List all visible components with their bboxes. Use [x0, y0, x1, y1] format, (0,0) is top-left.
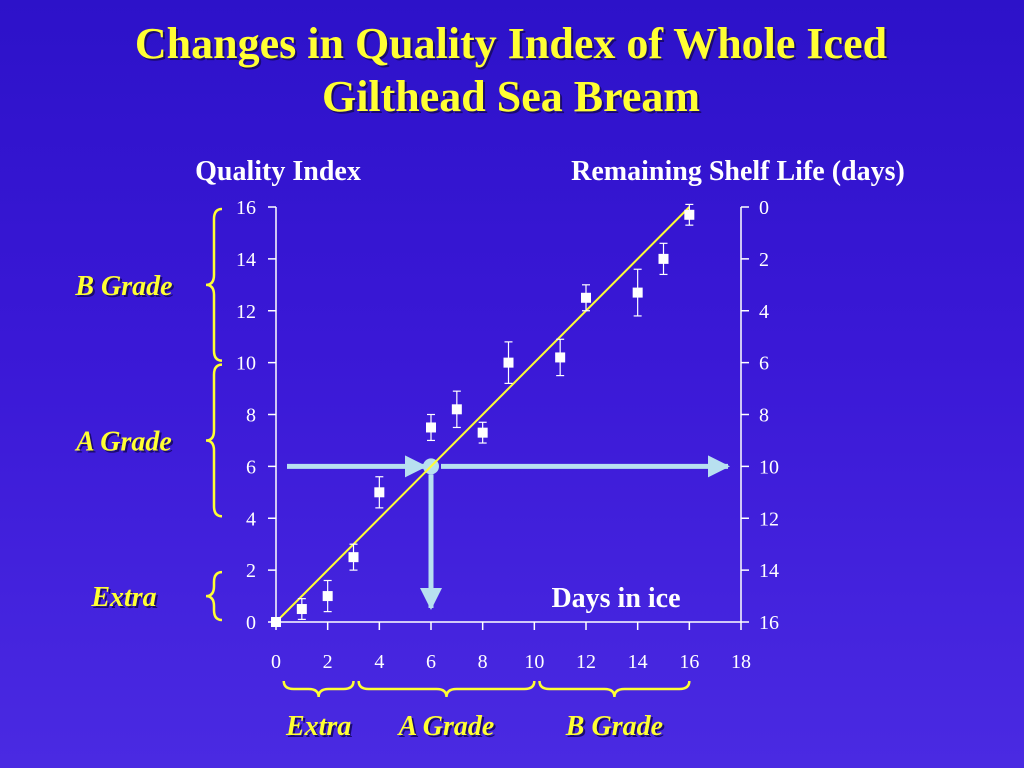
left-y-tick-label: 14 [236, 249, 256, 271]
x-tick-label: 12 [576, 651, 596, 673]
left-y-tick-label: 12 [236, 301, 256, 323]
x-grade-label: A Grade [397, 711, 495, 742]
guide-arrows [287, 455, 730, 610]
svg-text:A Grade: A Grade [76, 428, 174, 459]
x-tick-label: 2 [323, 651, 333, 673]
data-point [658, 253, 669, 264]
fit-line-layer [275, 206, 691, 623]
right-y-tick-label: 16 [759, 612, 779, 634]
right-y-tick-label: 8 [759, 405, 769, 427]
data-point [322, 591, 333, 602]
svg-text:Changes in Quality Index of Wh: Changes in Quality Index of Whole Iced [137, 21, 889, 70]
x-tick-label: 6 [426, 651, 436, 673]
data-point [555, 352, 566, 363]
data-point [684, 209, 695, 220]
x-tick-label: 16 [679, 651, 699, 673]
right-y-tick-label: 6 [759, 353, 769, 375]
svg-text:Extra: Extra [287, 713, 353, 744]
data-point [477, 427, 488, 438]
days-in-ice-label: Days in ice [551, 583, 680, 614]
left-y-tick-label: 6 [246, 456, 256, 478]
data-point [426, 422, 436, 433]
left-y-tick-label: 8 [246, 405, 256, 427]
chart-title: Changes in Quality Index of Whole Iced C… [135, 19, 889, 123]
fit-line [275, 206, 691, 623]
data-point [348, 552, 359, 563]
svg-text:Extra: Extra [92, 584, 158, 615]
x-grade-label: B Grade [565, 711, 663, 742]
data-point [374, 487, 385, 498]
right-axis-header: Remaining Shelf Life (days) [571, 156, 905, 187]
right-y-tick-label: 0 [759, 197, 769, 219]
svg-text:B Grade: B Grade [567, 713, 665, 744]
data-point [271, 617, 281, 627]
svg-text:Gilthead Sea Bream: Gilthead Sea Bream [324, 74, 702, 123]
x-tick-label: 14 [628, 651, 648, 673]
x-tick-label: 8 [478, 651, 488, 673]
left-y-tick-label: 16 [236, 197, 256, 219]
data-point [581, 292, 591, 303]
x-tick-label: 0 [271, 651, 281, 673]
x-grade-brace [357, 680, 536, 698]
left-y-tick-label: 10 [236, 353, 256, 375]
right-y-tick-label: 12 [759, 508, 779, 530]
right-y-tick-label: 10 [759, 456, 779, 478]
left-y-tick-label: 4 [246, 508, 256, 530]
x-grade-label: Extra [285, 711, 351, 742]
x-tick-label: 4 [374, 651, 384, 673]
left-axis-header: Quality Index [195, 156, 361, 187]
data-point [503, 357, 514, 368]
y-grade-label: B Grade [74, 271, 172, 302]
y-grade-label: A Grade [74, 426, 172, 457]
left-y-tick-label: 2 [246, 560, 256, 582]
x-grade-brace [538, 680, 691, 698]
svg-text:A Grade: A Grade [399, 713, 497, 744]
data-points-layer [271, 203, 695, 627]
svg-text:B Grade: B Grade [76, 273, 174, 304]
data-point [296, 604, 307, 615]
right-y-tick-label: 2 [759, 249, 769, 271]
data-point [632, 287, 643, 298]
y-grade-brace [205, 570, 223, 622]
x-tick-label: 18 [731, 651, 751, 673]
chart-title-line-1: Changes in Quality Index of Whole Iced [135, 19, 887, 68]
chart-title-line-2: Gilthead Sea Bream [322, 72, 700, 121]
y-grade-brace [205, 363, 223, 518]
x-grade-brace [282, 680, 355, 698]
y-grade-label: Extra [90, 582, 156, 613]
right-y-tick-label: 4 [759, 301, 769, 323]
right-y-tick-label: 14 [759, 560, 779, 582]
y-grade-brace [205, 207, 223, 362]
left-y-tick-label: 0 [246, 612, 256, 634]
x-tick-label: 10 [524, 651, 544, 673]
data-point [451, 404, 462, 415]
